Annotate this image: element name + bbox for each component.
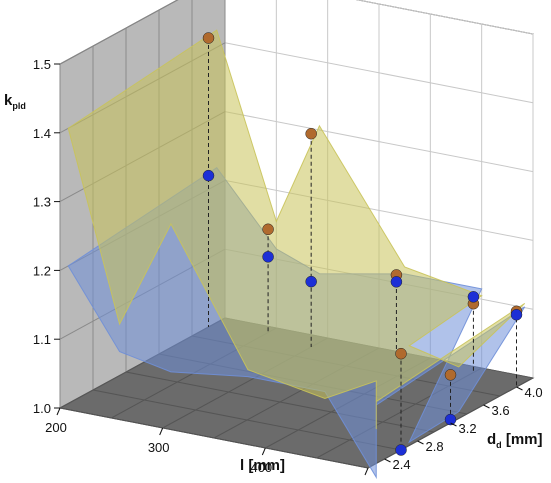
y-tick-label: 4.0 bbox=[525, 385, 543, 400]
z-tick-label: 1.5 bbox=[33, 57, 51, 72]
x-tick-mark bbox=[56, 407, 61, 416]
y-tick-mark bbox=[384, 458, 391, 463]
data-point-series-0 bbox=[395, 347, 407, 360]
data-point-series-1 bbox=[444, 413, 457, 426]
chart-surfaces bbox=[67, 29, 526, 480]
y-tick-mark bbox=[417, 440, 424, 445]
data-point-series-1 bbox=[395, 444, 407, 456]
y-tick-label: 3.2 bbox=[459, 421, 477, 436]
z-tick-label: 1.3 bbox=[33, 195, 51, 210]
x-tick-mark bbox=[364, 467, 369, 476]
chart-points bbox=[202, 32, 523, 456]
y-tick-label: 2.8 bbox=[426, 439, 444, 454]
z-tick-label: 1.4 bbox=[33, 126, 51, 141]
y-tick-label: 2.4 bbox=[393, 457, 411, 472]
z-axis-label-main: k bbox=[4, 92, 13, 109]
z-tick-label: 1.0 bbox=[33, 401, 51, 416]
data-point-series-1 bbox=[467, 291, 480, 303]
floor-grid-line bbox=[125, 371, 435, 433]
z-tick-label: 1.2 bbox=[33, 263, 51, 278]
x-tick-mark bbox=[261, 447, 266, 456]
x-tick-label: 400 bbox=[250, 460, 272, 475]
y-tick-mark bbox=[516, 386, 523, 391]
surface-0 bbox=[67, 29, 526, 430]
data-point-series-1 bbox=[510, 309, 523, 321]
y-axis-label-unit: [mm] bbox=[502, 431, 543, 448]
x-axis-label: l [mm] bbox=[240, 457, 285, 474]
y-tick-label: 3.6 bbox=[492, 403, 510, 418]
data-point-series-1 bbox=[305, 275, 317, 288]
y-axis-label-sub: d bbox=[496, 440, 502, 450]
chart-ticks: 1.0 1.1 1.2 1.3 1.4 1.5 200 300 400 500 2.4 2.8 3.2 3… bbox=[33, 57, 543, 483]
data-point-series-1 bbox=[202, 169, 215, 182]
data-point-series-0 bbox=[202, 32, 215, 44]
chart-droplines bbox=[208, 38, 517, 450]
y-tick-mark bbox=[483, 404, 490, 409]
y-axis-label-main: d bbox=[487, 431, 496, 448]
z-axis-label: kpld bbox=[4, 92, 26, 111]
x-tick-mark bbox=[159, 427, 164, 436]
floor-grid-line bbox=[92, 389, 402, 451]
data-point-series-0 bbox=[305, 127, 317, 140]
x-tick-label: 200 bbox=[45, 420, 67, 435]
x-tick-label: 300 bbox=[148, 440, 170, 455]
x-tick-label: 500 bbox=[353, 480, 375, 483]
z-tick-label: 1.1 bbox=[33, 332, 51, 347]
y-tick-mark bbox=[450, 422, 457, 427]
z-axis-label-sub: pld bbox=[12, 101, 26, 111]
left-wall-grid-line bbox=[59, 0, 179, 65]
y-axis-label: dd [mm] bbox=[487, 431, 543, 450]
data-point-series-0 bbox=[444, 369, 457, 381]
data-point-series-1 bbox=[390, 276, 403, 288]
data-point-series-0 bbox=[262, 223, 274, 236]
floor-grid-line bbox=[59, 407, 369, 469]
data-point-series-1 bbox=[262, 251, 274, 263]
